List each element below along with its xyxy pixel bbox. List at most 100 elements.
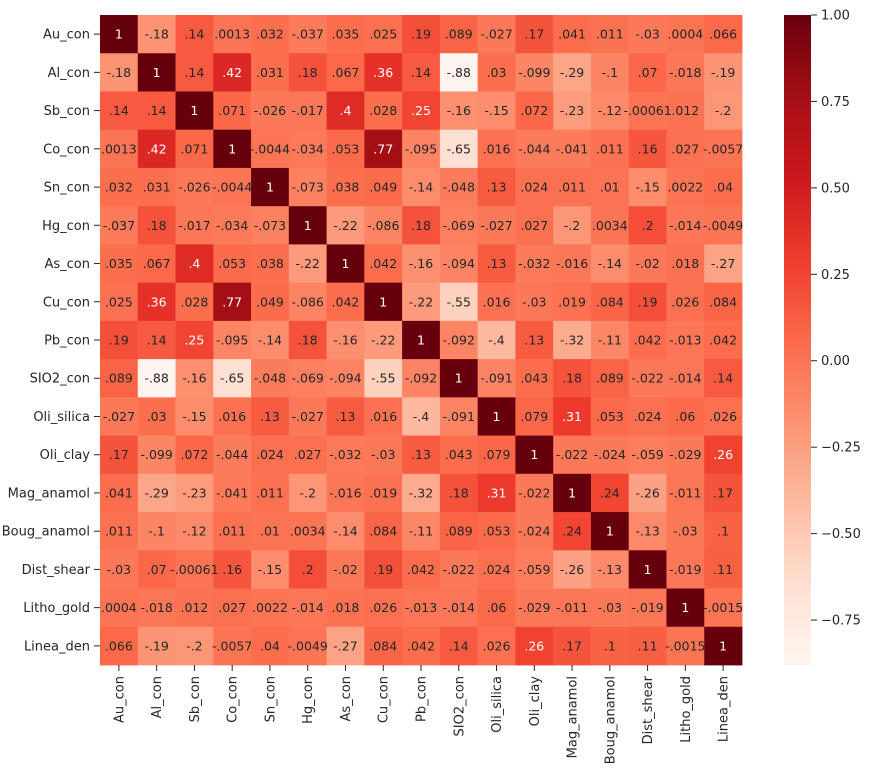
x-tick-label: Co_con [226,676,241,723]
y-tick-label: Mag_anamol [8,486,90,501]
heatmap-cell [439,244,479,284]
heatmap-cell [704,397,743,436]
heatmap-cell [364,588,403,628]
heatmap-cell [666,167,705,207]
cell-value-label: -.0057 [212,638,252,653]
heatmap-cell [137,91,176,131]
cell-value-label: .0034 [592,218,628,233]
heatmap-cell [288,244,327,284]
cell-value-label: .028 [180,294,208,309]
heatmap-cell [364,53,403,92]
heatmap-cell [100,588,139,628]
heatmap-cell [402,206,441,245]
heatmap-cell [477,53,516,92]
heatmap-cell [364,282,403,322]
cell-value-label: 1 [304,218,312,233]
cell-value-label: -.022 [518,485,550,500]
cell-value-label: -.092 [443,333,475,348]
heatmap-cell [100,435,139,475]
heatmap-cell [213,53,252,92]
cell-value-label: 1 [455,371,463,386]
heatmap-cell [175,282,214,322]
cell-value-label: .018 [332,600,360,615]
heatmap-cell [251,359,290,398]
cell-value-label: .04 [260,638,280,653]
x-tick-label: As_con [339,676,354,722]
heatmap-cell [288,435,327,475]
heatmap-cell [553,473,592,513]
y-tick-label: Cu_con [43,295,90,310]
heatmap-cell [628,435,667,475]
heatmap-cell [364,15,403,54]
heatmap-cell [364,473,403,513]
cell-value-label: .042 [407,562,435,577]
cell-value-label: -.099 [518,65,550,80]
heatmap-cell [628,15,667,54]
heatmap-cell [251,397,290,436]
cell-value-label: -.044 [518,141,550,156]
cell-value-label: -.034 [292,141,324,156]
cell-value-label: .079 [483,447,511,462]
cell-value-label: -.16 [333,333,357,348]
cell-value-label: .01 [260,524,280,539]
heatmap-cell [364,626,403,666]
cell-value-label: -.017 [178,218,210,233]
heatmap-cell [553,550,592,589]
heatmap-cell [666,588,705,628]
y-tick-label: Litho_gold [23,601,90,616]
cell-value-label: -.041 [556,141,588,156]
cell-value-label: .084 [709,294,737,309]
heatmap-cell [175,588,214,628]
cell-value-label: .07 [147,562,167,577]
cell-value-label: -.094 [443,256,475,271]
y-tick-label: Hg_con [42,219,90,234]
heatmap-cell [288,512,327,551]
cell-value-label: .053 [483,524,511,539]
cell-value-label: -.0057 [703,141,743,156]
cell-value-label: .089 [445,524,473,539]
heatmap-cell [213,588,252,628]
heatmap-cell [326,626,365,666]
cell-value-label: -.2 [564,218,580,233]
cell-value-label: -.13 [598,562,622,577]
cell-value-label: -.011 [556,600,588,615]
y-tick-label: Linea_den [24,639,90,654]
cell-value-label: -.00061 [623,103,671,118]
cell-value-label: -.099 [140,447,172,462]
cell-value-label: .019 [369,485,397,500]
cell-value-label: -.027 [103,409,135,424]
heatmap-cell [402,550,441,589]
heatmap-cell [213,282,252,322]
cell-value-label: .053 [596,409,624,424]
cell-value-label: .016 [369,409,397,424]
heatmap-cell [628,206,667,245]
x-tick-label: Au_con [112,676,127,723]
x-tick-label: Linea_den [717,676,732,742]
cell-value-label: .42 [222,65,242,80]
cell-value-label: .13 [411,447,431,462]
y-tick-label: Sb_con [44,104,90,119]
colorbar-tick-label: 1.00 [821,9,850,24]
cell-value-label: .035 [332,27,360,42]
heatmap-cell [628,588,667,628]
heatmap-cell [515,244,554,284]
colorbar-tick-label: 0.00 [821,354,850,369]
cell-value-label: -.22 [333,218,357,233]
cell-value-label: -.19 [144,638,168,653]
cell-value-label: .17 [109,447,129,462]
cell-value-label: .026 [483,638,511,653]
cell-value-label: 1 [379,294,387,309]
cell-value-label: -.037 [292,27,324,42]
cell-value-label: .1 [717,524,729,539]
cell-value-label: -.14 [333,524,357,539]
heatmap-cell [666,397,705,436]
cell-value-label: .14 [147,333,167,348]
colorbar-tick-label: 0.25 [821,268,850,283]
heatmap-cell [553,512,592,551]
cell-value-label: .14 [411,65,431,80]
cell-value-label: -.018 [140,600,172,615]
heatmap-cell [477,320,516,360]
cell-value-label: .13 [524,333,544,348]
cell-value-label: .024 [520,180,548,195]
cell-value-label: -.029 [518,600,550,615]
